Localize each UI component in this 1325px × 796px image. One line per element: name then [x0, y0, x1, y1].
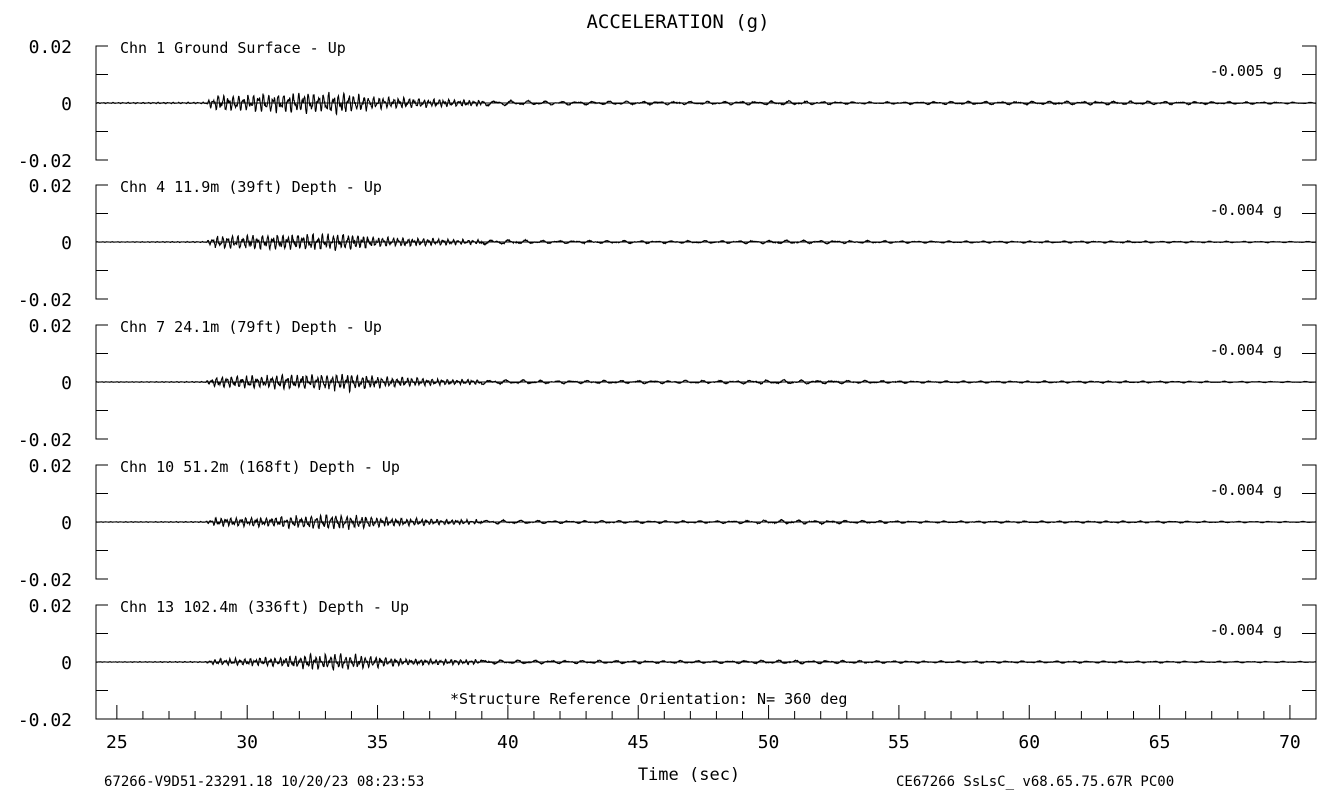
x-tick-label: 60	[1018, 732, 1040, 753]
channel-name: Chn 1 Ground Surface - Up	[120, 39, 346, 57]
footer-right: CE67266 SsLsC_ v68.65.75.67R PC00	[896, 774, 1174, 790]
acceleration-trace	[95, 373, 1317, 394]
x-tick-label: 25	[106, 732, 128, 753]
y-tick-label: -0.02	[18, 430, 72, 451]
x-tick-label: 50	[758, 732, 780, 753]
x-tick-label: 40	[497, 732, 519, 753]
y-tick-label: 0	[61, 94, 72, 115]
y-tick-label: -0.02	[18, 570, 72, 591]
peak-value-label: -0.005 g	[1210, 62, 1282, 80]
x-tick-label: 45	[627, 732, 649, 753]
peak-value-label: -0.004 g	[1210, 201, 1282, 219]
channel-name: Chn 13 102.4m (336ft) Depth - Up	[120, 598, 409, 616]
x-axis: 25 30 35 40 45 50 55 60 65 70	[96, 705, 1317, 753]
y-tick-label: 0	[61, 653, 72, 674]
x-tick-label: 55	[888, 732, 910, 753]
y-tick-label: -0.02	[18, 710, 72, 731]
y-tick-label: 0.02	[29, 596, 72, 617]
peak-value-label: -0.004 g	[1210, 481, 1282, 499]
x-tick-label: 65	[1149, 732, 1171, 753]
y-tick-label: -0.02	[18, 290, 72, 311]
chart-title: ACCELERATION (g)	[586, 11, 769, 33]
channel-panel: 0.02 0 -0.02 Chn 7 24.1m (79ft) Depth - Up -…	[18, 316, 1317, 451]
y-tick-label: 0	[61, 233, 72, 254]
x-tick-label: 35	[367, 732, 389, 753]
channel-panel: 0.02 0 -0.02 Chn 1 Ground Surface - Up -0.00…	[18, 37, 1317, 172]
acceleration-trace	[95, 232, 1317, 252]
y-tick-label: 0	[61, 373, 72, 394]
channel-panels: 0.02 0 -0.02 Chn 1 Ground Surface - Up -0.00…	[18, 37, 1317, 731]
y-tick-label: 0.02	[29, 456, 72, 477]
channel-panel: 0.02 0 -0.02 Chn 13 102.4m (336ft) Depth - …	[18, 596, 1317, 731]
y-tick-label: 0.02	[29, 316, 72, 337]
channel-name: Chn 4 11.9m (39ft) Depth - Up	[120, 178, 382, 196]
y-tick-label: -0.02	[18, 151, 72, 172]
channel-panel: 0.02 0 -0.02 Chn 10 51.2m (168ft) Depth - U…	[18, 456, 1317, 591]
acceleration-trace	[96, 513, 1317, 531]
x-tick-label: 70	[1279, 732, 1301, 753]
acceleration-trace	[95, 652, 1317, 672]
orientation-annotation: *Structure Reference Orientation: N= 360…	[450, 690, 847, 708]
x-axis-label: Time (sec)	[638, 765, 740, 785]
channel-panel: 0.02 0 -0.02 Chn 4 11.9m (39ft) Depth - Up -…	[18, 176, 1317, 311]
x-tick-label: 30	[236, 732, 258, 753]
footer-left: 67266-V9D51-23291.18 10/20/23 08:23:53	[104, 774, 424, 790]
channel-name: Chn 10 51.2m (168ft) Depth - Up	[120, 458, 400, 476]
peak-value-label: -0.004 g	[1210, 341, 1282, 359]
y-tick-label: 0.02	[29, 176, 72, 197]
acceleration-trace	[95, 91, 1317, 116]
channel-name: Chn 7 24.1m (79ft) Depth - Up	[120, 318, 382, 336]
y-tick-label: 0	[61, 513, 72, 534]
y-tick-label: 0.02	[29, 37, 72, 58]
peak-value-label: -0.004 g	[1210, 621, 1282, 639]
